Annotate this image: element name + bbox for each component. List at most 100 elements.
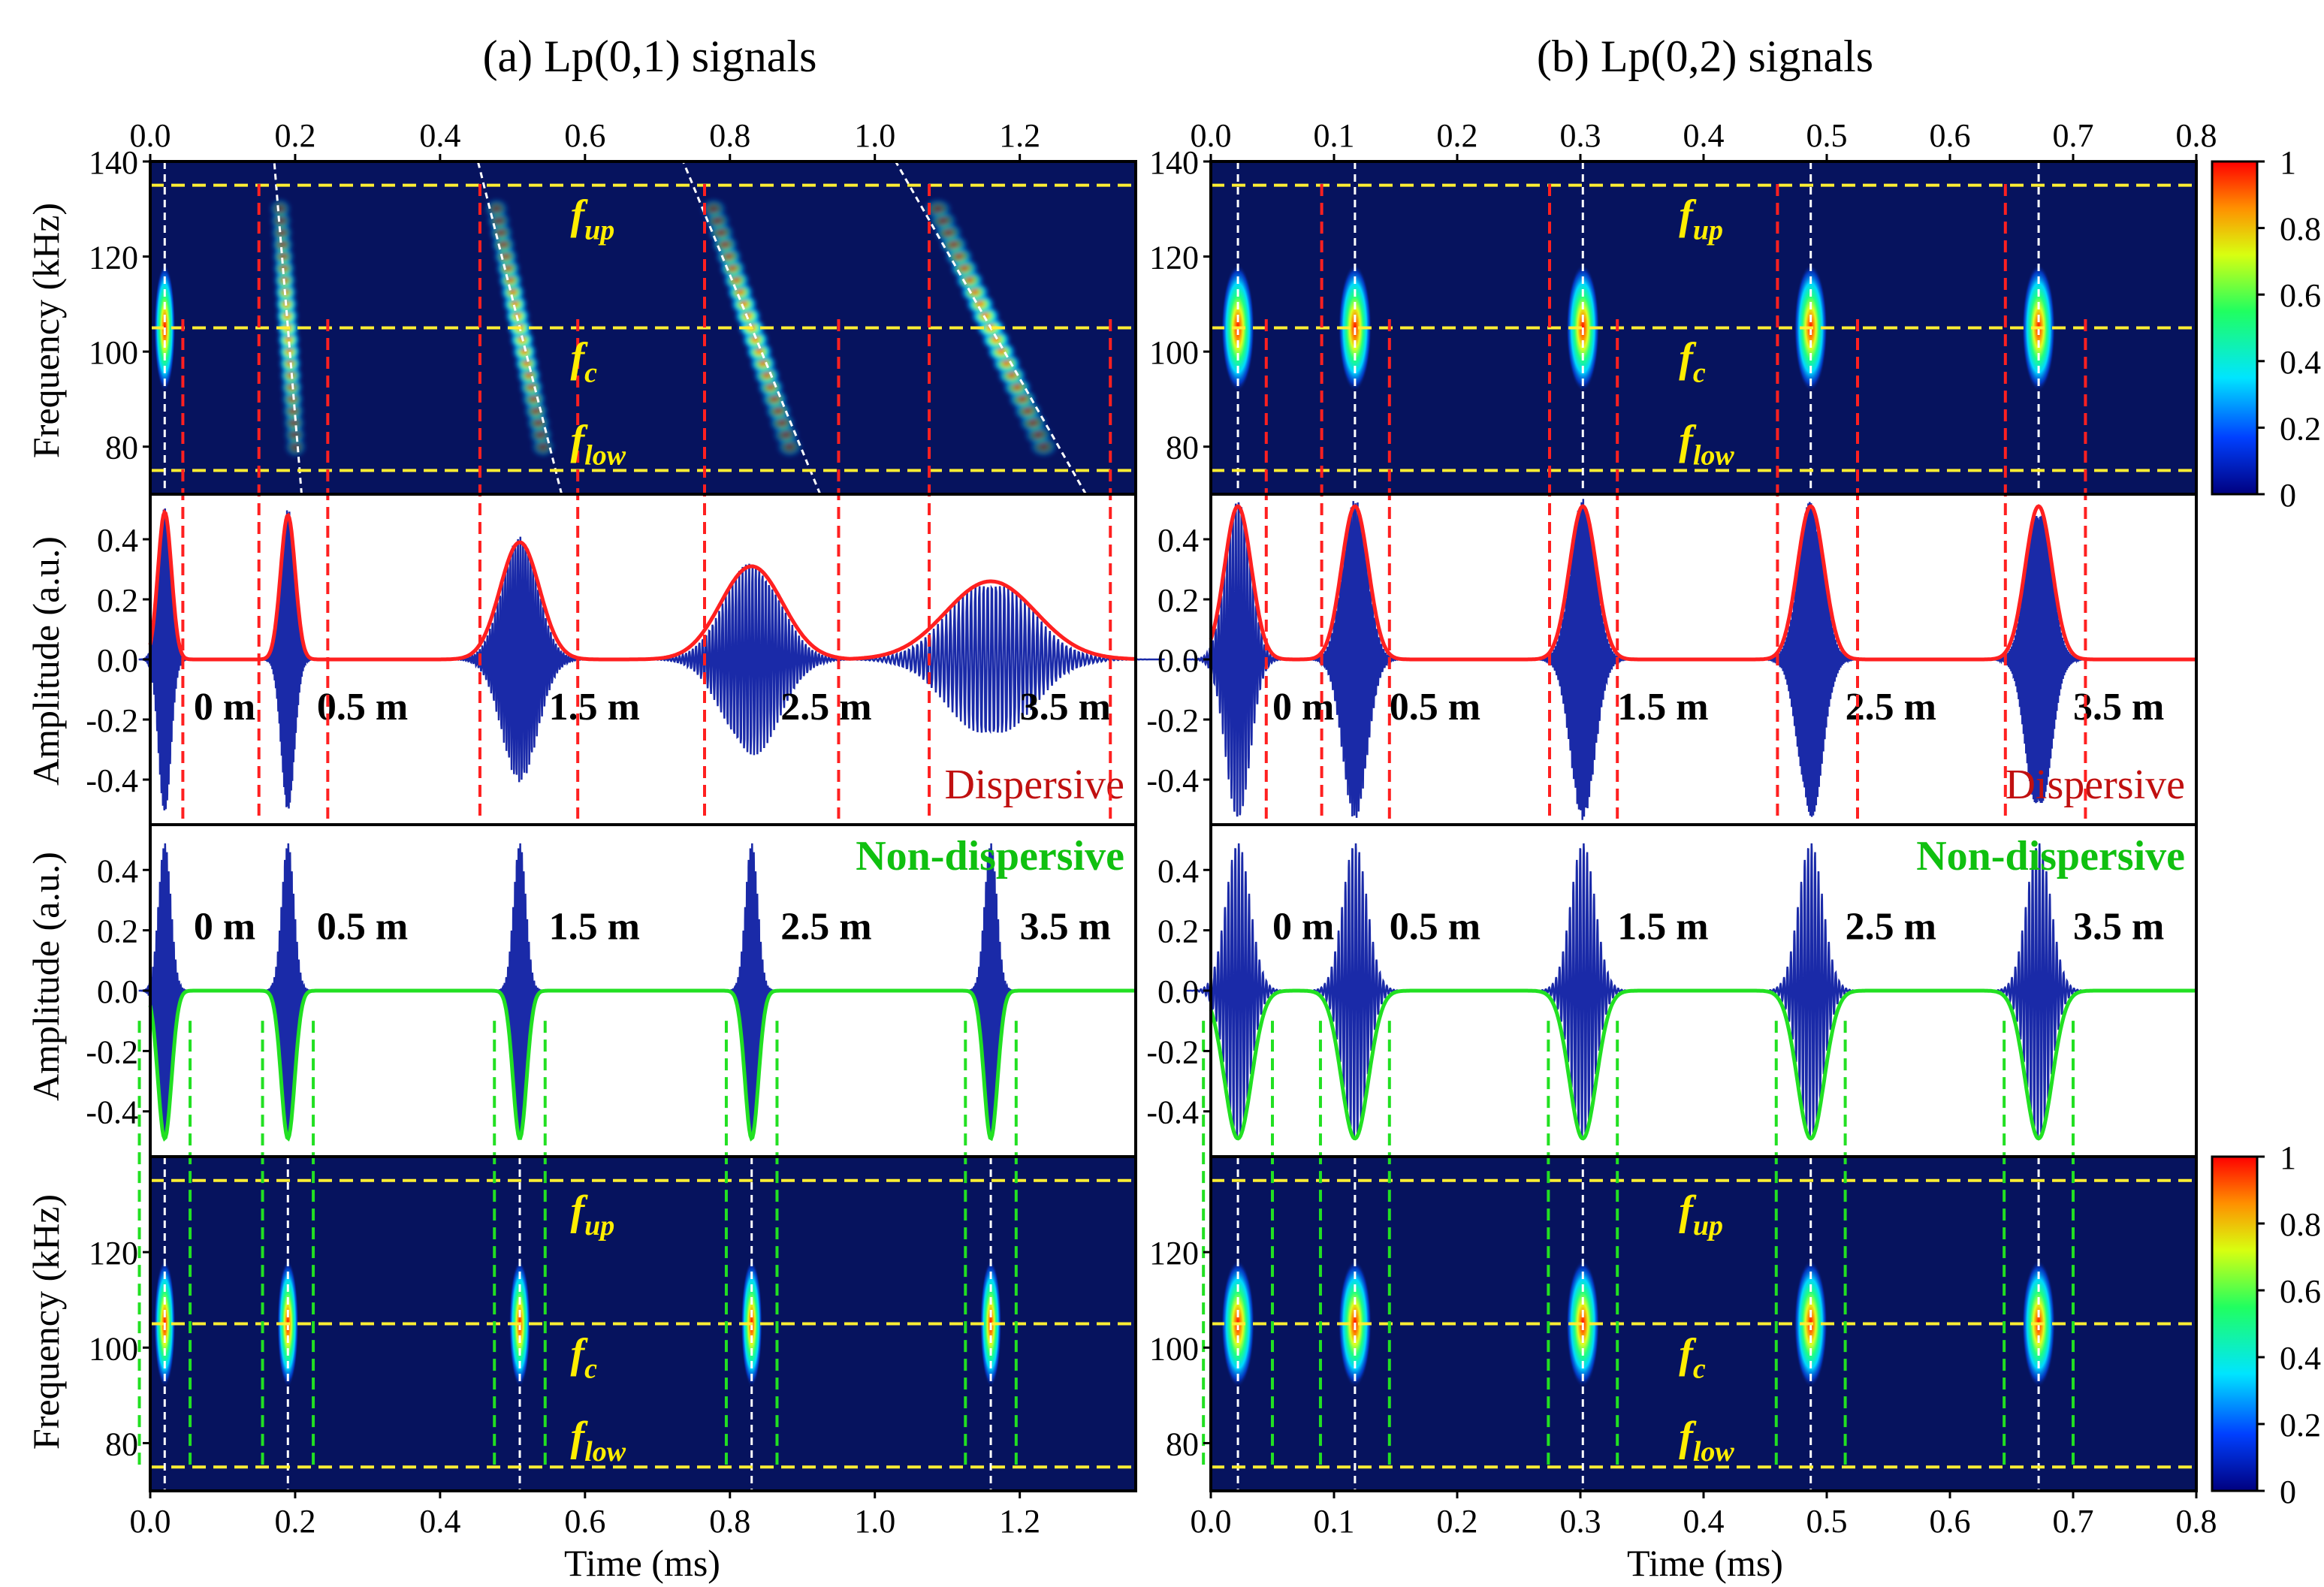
y-tick-label: 140	[89, 144, 138, 181]
y-tick-label: 120	[89, 240, 138, 276]
red-envelope	[1209, 504, 2196, 662]
wave-packet	[726, 843, 778, 1139]
panels-group: 0 m 0.5 m 1.5 m 2.5 m 3.5 m Dispersive 0 m 0.5 …	[86, 117, 2321, 1540]
y-tick-label: 0.2	[97, 913, 138, 950]
x-tick-label: 0.8	[709, 117, 750, 154]
x-tick-label: 0.4	[1683, 117, 1725, 154]
x-tick-label: 0.4	[1683, 1503, 1725, 1540]
distance-label: 3.5 m	[1020, 906, 1111, 949]
y-tick-label: -0.4	[1146, 762, 1199, 799]
colorbar-label: 0	[2280, 1474, 2296, 1510]
distance-label: 0 m	[1272, 906, 1334, 949]
y-tick-label: -0.4	[86, 762, 138, 799]
x-tick-label: 1.0	[854, 1503, 895, 1540]
y-tick-label: 0.2	[97, 582, 138, 619]
f-up-label: fup	[571, 1187, 615, 1242]
colorbar-label: 0.8	[2280, 1206, 2321, 1243]
x-tick-label: 0.5	[1806, 117, 1848, 154]
y-tick-label: 0.4	[1157, 522, 1199, 559]
distance-label: 0 m	[194, 906, 255, 949]
y-tick-label: 100	[89, 334, 138, 371]
y-tick-label: 0.0	[1157, 973, 1199, 1010]
x-tick-label: 0.7	[2053, 1503, 2094, 1540]
nondispersive-label: Non-dispersive	[856, 833, 1124, 879]
x-tick-label: 1.2	[999, 1503, 1040, 1540]
colorbar-label: 0.6	[2280, 277, 2321, 314]
y-tick-label: 0.0	[1157, 642, 1199, 679]
x-tick-label: 0.1	[1314, 117, 1355, 154]
panel-frame	[149, 1155, 1137, 1492]
x-tick-label: 0.2	[274, 1503, 315, 1540]
y-tick-label: 0.2	[1157, 913, 1199, 950]
distance-label: 1.5 m	[549, 906, 640, 949]
x-tick-label: 0.2	[1437, 1503, 1478, 1540]
wave-packet	[261, 843, 314, 1139]
x-tick-label: 0.4	[419, 1503, 460, 1540]
x-tick-label: 0.3	[1560, 1503, 1601, 1540]
x-tick-label: 0.4	[419, 117, 460, 154]
distance-label: 2.5 m	[1846, 906, 1936, 949]
colorbar-label: 0.2	[2280, 410, 2321, 447]
x-tick-label: 0.0	[130, 1503, 171, 1540]
wave-packet	[816, 584, 1165, 735]
y-tick-label: -0.2	[86, 702, 138, 739]
distance-label: 3.5 m	[2073, 906, 2164, 949]
y-tick-label: -0.2	[86, 1033, 138, 1070]
colorbar-label: 1	[2280, 144, 2296, 181]
distance-label: 0.5 m	[317, 686, 408, 729]
red-envelope	[148, 508, 1136, 662]
distance-label: 3.5 m	[1020, 686, 1111, 729]
distance-label: 0 m	[1272, 686, 1334, 729]
green-envelope	[148, 988, 1136, 1142]
nondispersive-label: Non-dispersive	[1916, 833, 2185, 879]
distance-label: 0 m	[194, 686, 255, 729]
y-tick-label: 120	[1149, 240, 1199, 276]
x-tick-label: 0.2	[274, 117, 315, 154]
xlabel-b: Time (ms)	[1627, 1542, 1783, 1584]
wave-packet	[1531, 843, 1635, 1139]
wave-packet	[1303, 843, 1407, 1139]
tf-blob-seg	[484, 198, 509, 220]
x-tick-label: 0.0	[1191, 1503, 1232, 1540]
y-tick-label: 120	[89, 1235, 138, 1272]
ylabel-a-nondisp: Amplitude (a.u.)	[25, 852, 67, 1101]
x-tick-label: 0.5	[1806, 1503, 1848, 1540]
tf-blob-dispersive	[923, 198, 1058, 457]
x-tick-label: 0.3	[1560, 117, 1601, 154]
tf-blob-seg	[700, 198, 727, 220]
x-tick-label: 0.6	[564, 1503, 605, 1540]
colorbar-label: 0.4	[2280, 1340, 2321, 1377]
colorbar	[2211, 160, 2259, 496]
colorbar-label: 1	[2280, 1139, 2296, 1176]
x-tick-label: 0.8	[2176, 117, 2217, 154]
distance-label: 1.5 m	[1617, 686, 1708, 729]
y-tick-label: -0.4	[86, 1094, 138, 1131]
f-low-label: flow	[571, 417, 626, 471]
dispersive-label: Dispersive	[2005, 762, 2185, 808]
y-tick-label: 100	[1149, 1330, 1199, 1367]
colorbar-label: 0.6	[2280, 1273, 2321, 1310]
tf-blob-seg	[923, 198, 952, 220]
x-tick-label: 0.1	[1314, 1503, 1355, 1540]
colorbar-label: 0.2	[2280, 1407, 2321, 1444]
xlabel-a: Time (ms)	[564, 1542, 720, 1584]
chirp-curve	[895, 161, 1087, 495]
wave-packet	[1987, 843, 2090, 1139]
x-tick-label: 0.6	[564, 117, 605, 154]
dispersive-label: Dispersive	[944, 762, 1124, 808]
distance-label: 3.5 m	[2073, 686, 2164, 729]
y-tick-label: 80	[105, 1426, 138, 1462]
distance-label: 2.5 m	[1846, 686, 1936, 729]
y-tick-label: -0.2	[1146, 1033, 1199, 1070]
y-tick-label: 0.2	[1157, 582, 1199, 619]
green-envelope	[1209, 988, 2196, 1141]
wave-packet	[443, 536, 596, 783]
wave-packet	[259, 510, 316, 809]
x-tick-label: 0.0	[130, 117, 171, 154]
title-left: (a) Lp(0,1) signals	[483, 32, 817, 81]
tf-blob-seg	[269, 198, 291, 220]
y-tick-label: 0.4	[1157, 852, 1199, 889]
y-tick-label: 0.0	[97, 973, 138, 1010]
distance-label: 0.5 m	[1390, 686, 1480, 729]
